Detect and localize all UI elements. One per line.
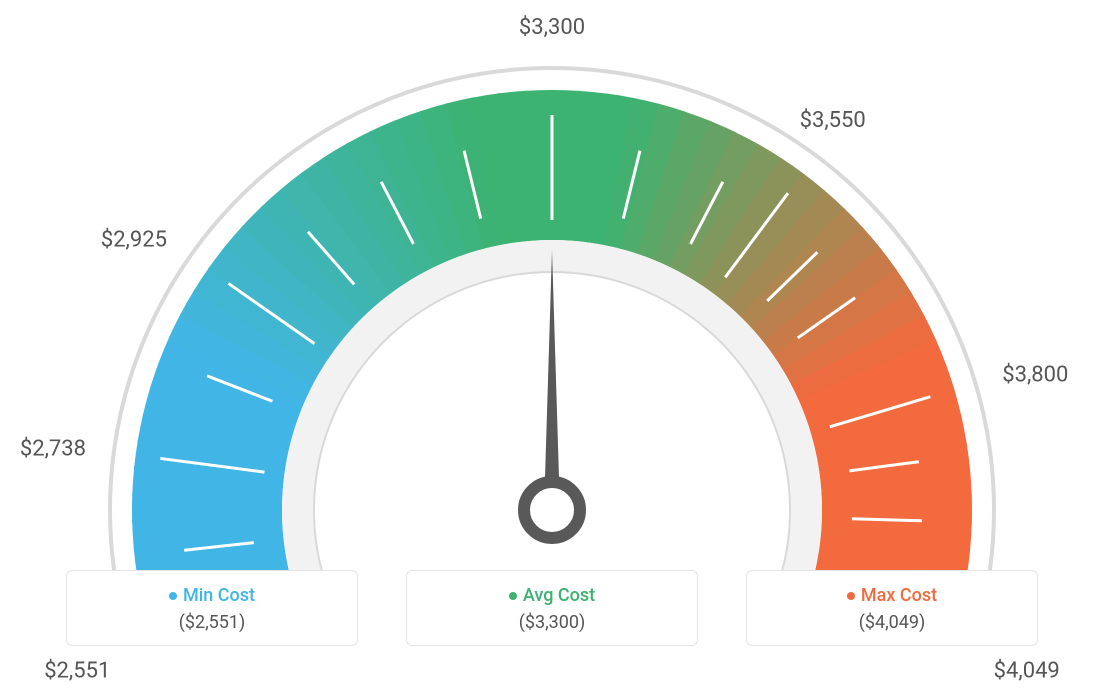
gauge-tick-label: $2,551 bbox=[44, 658, 110, 683]
gauge-tick-label: $3,800 bbox=[1002, 363, 1068, 388]
legend-value: ($2,551) bbox=[67, 612, 357, 633]
legend-title: Max Cost bbox=[747, 585, 1037, 606]
legend-title: Avg Cost bbox=[407, 585, 697, 606]
gauge-tick-label: $3,550 bbox=[800, 108, 866, 133]
legend-value: ($3,300) bbox=[407, 612, 697, 633]
legend-dot-icon bbox=[847, 592, 855, 600]
gauge-needle bbox=[544, 250, 560, 510]
chart-container: $2,551 $2,738 $2,925 $3,300 $3,550 $3,800 $4,0… bbox=[0, 0, 1104, 690]
legend-card-max: Max Cost ($4,049) bbox=[746, 570, 1038, 646]
legend-card-avg: Avg Cost ($3,300) bbox=[406, 570, 698, 646]
legend-card-min: Min Cost ($2,551) bbox=[66, 570, 358, 646]
legend-dot-icon bbox=[169, 592, 177, 600]
gauge-tick-label: $4,049 bbox=[994, 658, 1060, 683]
legend-dot-icon bbox=[509, 592, 517, 600]
legend-value: ($4,049) bbox=[747, 612, 1037, 633]
gauge-tick-label: $2,925 bbox=[101, 228, 167, 253]
gauge-tick-label: $2,738 bbox=[20, 436, 86, 461]
legend-title-text: Max Cost bbox=[861, 585, 937, 606]
legend-row: Min Cost ($2,551) Avg Cost ($3,300) Max Cost… bbox=[0, 570, 1104, 646]
gauge-needle-hub bbox=[524, 482, 580, 538]
legend-title: Min Cost bbox=[67, 585, 357, 606]
gauge-tick-label: $3,300 bbox=[519, 15, 585, 40]
gauge-tick bbox=[852, 519, 922, 521]
gauge-svg bbox=[0, 0, 1104, 570]
legend-title-text: Min Cost bbox=[183, 585, 255, 606]
legend-title-text: Avg Cost bbox=[523, 585, 595, 606]
gauge-area: $2,551$2,738$2,925$3,300$3,550$3,800$4,0… bbox=[0, 0, 1104, 570]
